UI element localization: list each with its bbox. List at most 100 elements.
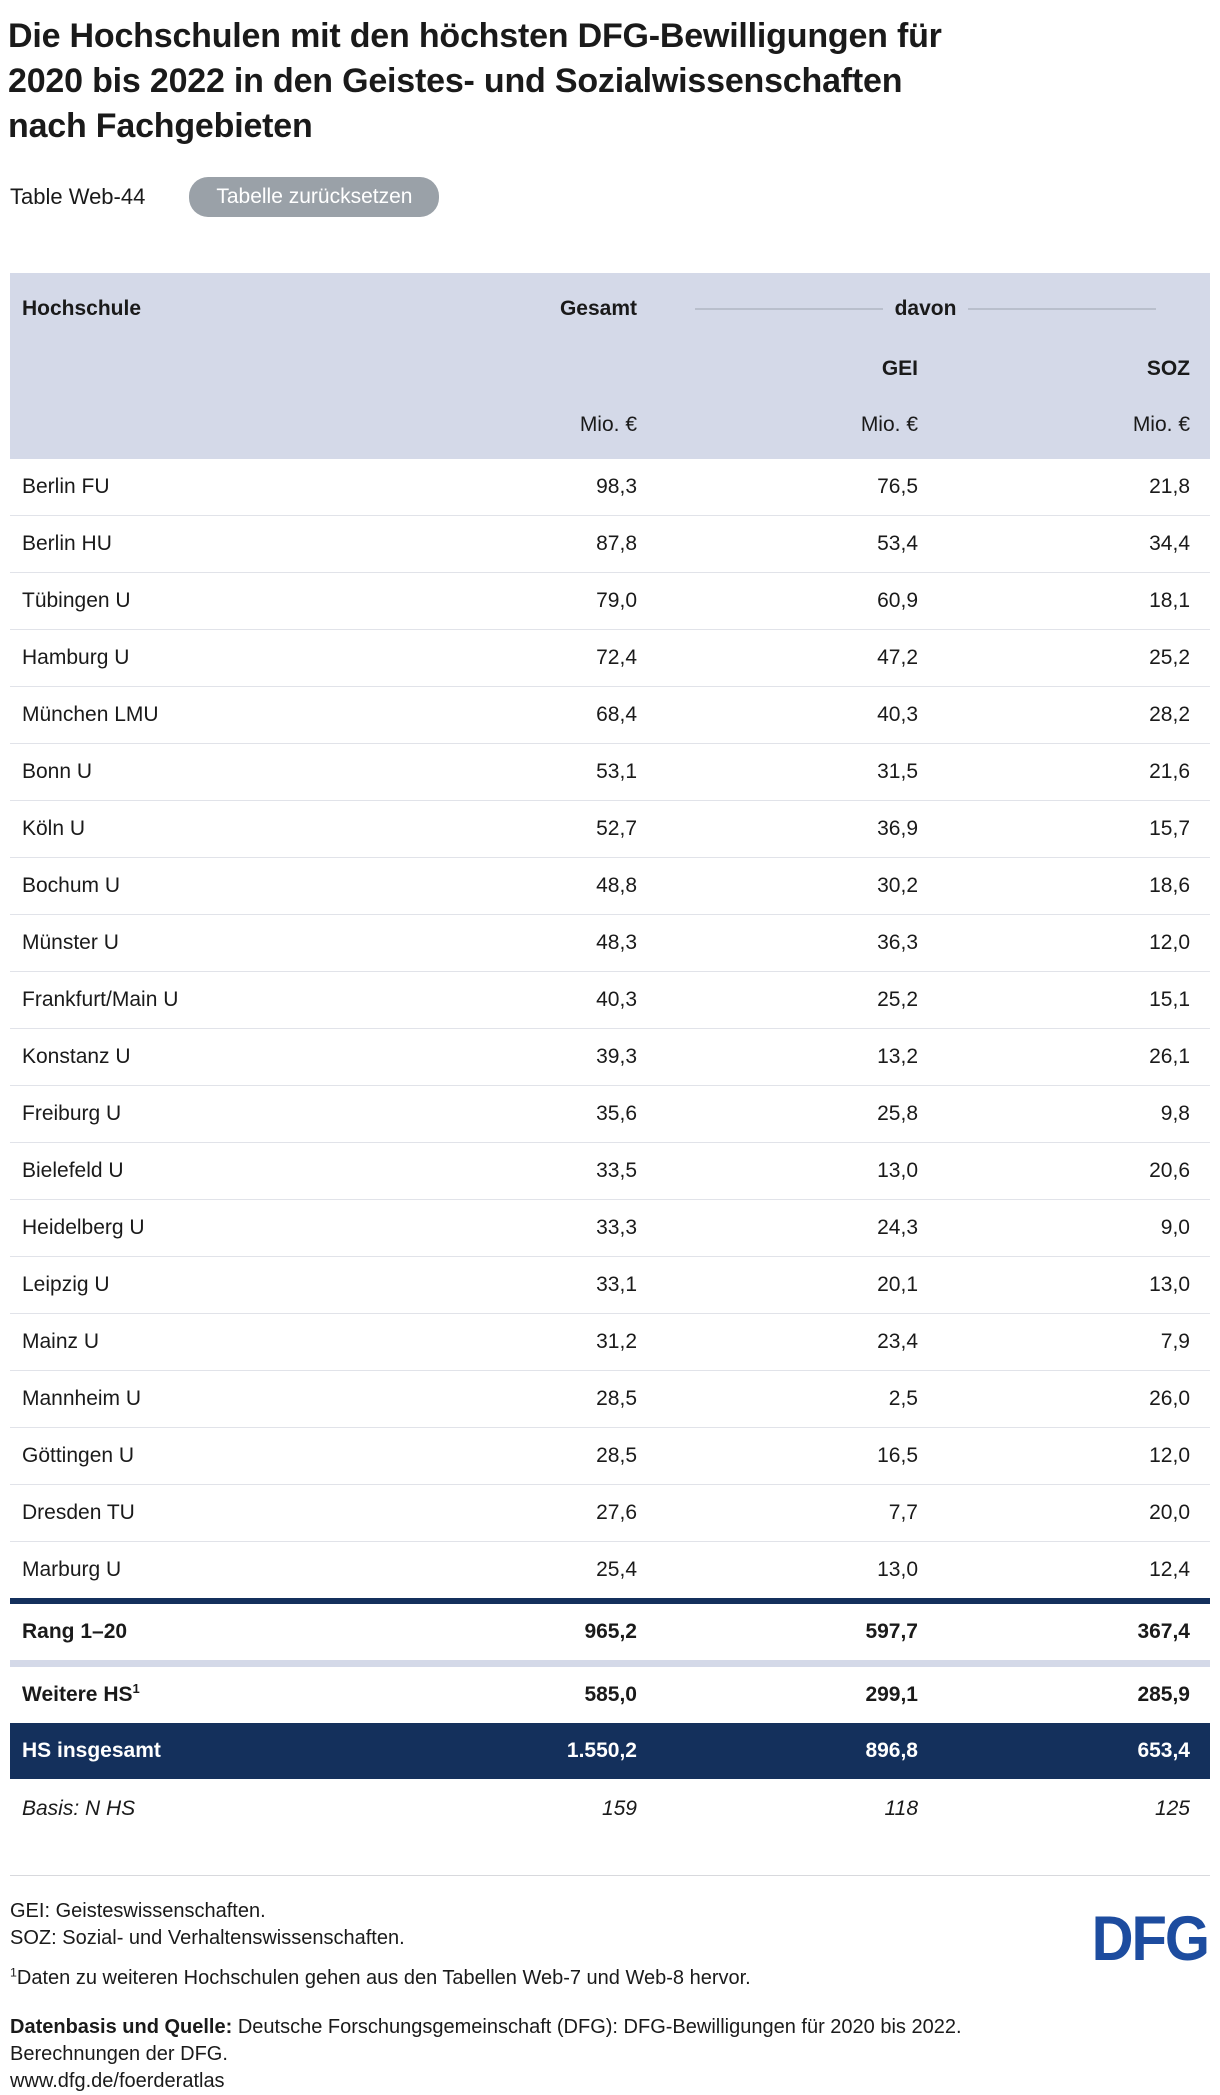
- note-soz: SOZ: Sozial- und Verhaltenswissenschafte…: [10, 1927, 405, 1949]
- footnote-1: 1Daten zu weiteren Hochschulen gehen aus…: [10, 1965, 751, 1989]
- col-header-gei: GEI: [881, 357, 918, 380]
- table-row: Mainz U 31,2 23,4 7,9: [10, 1313, 1210, 1370]
- table-toolbar: Table Web-44 Tabelle zurücksetzen: [10, 177, 1210, 217]
- cell-soz: 12,4: [1149, 1558, 1190, 1581]
- cell-soz: 20,0: [1149, 1501, 1190, 1524]
- cell-gesamt: 33,1: [596, 1273, 637, 1296]
- summary-weitere-gei: 299,1: [865, 1683, 918, 1706]
- cell-hochschule: Frankfurt/Main U: [22, 988, 179, 1011]
- cell-hochschule: Berlin HU: [22, 532, 112, 555]
- cell-gesamt: 53,1: [596, 760, 637, 783]
- cell-hochschule: Bochum U: [22, 874, 121, 897]
- cell-gei: 16,5: [877, 1444, 918, 1467]
- table-row: Münster U 48,3 36,3 12,0: [10, 914, 1210, 971]
- summary-row-weitere: Weitere HS1 585,0 299,1 285,9: [10, 1667, 1210, 1723]
- cell-hochschule: Leipzig U: [22, 1273, 110, 1296]
- summary-row-insgesamt: HS insgesamt 1.550,2 896,8 653,4: [10, 1723, 1210, 1779]
- note-gei: GEI: Geisteswissenschaften.: [10, 1900, 266, 1922]
- cell-gei: 30,2: [877, 874, 918, 897]
- cell-gesamt: 28,5: [596, 1444, 637, 1467]
- cell-gesamt: 79,0: [596, 589, 637, 612]
- table-row: Bielefeld U 33,5 13,0 20,6: [10, 1142, 1210, 1199]
- dfg-grants-table: Hochschule Gesamt davon GEI SOZ Mio. € M…: [10, 273, 1210, 1839]
- cell-gesamt: 48,3: [596, 931, 637, 954]
- source-calc-line: Berechnungen der DFG.: [10, 2043, 228, 2065]
- summary-basis-soz: 125: [1154, 1797, 1190, 1820]
- table-row: Dresden TU 27,6 7,7 20,0: [10, 1484, 1210, 1541]
- unit-label-gei: Mio. €: [860, 413, 918, 436]
- cell-soz: 21,8: [1149, 475, 1190, 498]
- cell-hochschule: Münster U: [22, 931, 119, 954]
- cell-gesamt: 39,3: [596, 1045, 637, 1068]
- cell-gesamt: 40,3: [596, 988, 637, 1011]
- cell-gei: 13,0: [877, 1558, 918, 1581]
- davon-label: davon: [894, 297, 957, 320]
- cell-soz: 15,1: [1149, 988, 1190, 1011]
- summary-insgesamt-soz: 653,4: [1137, 1739, 1190, 1762]
- cell-soz: 28,2: [1149, 703, 1190, 726]
- cell-hochschule: Freiburg U: [22, 1102, 122, 1125]
- cell-gesamt: 48,8: [596, 874, 637, 897]
- cell-hochschule: Bielefeld U: [22, 1159, 124, 1182]
- footer: GEI: Geisteswissenschaften. SOZ: Sozial-…: [10, 1875, 1210, 2095]
- col-header-gesamt: Gesamt: [559, 297, 637, 320]
- reset-table-button[interactable]: Tabelle zurücksetzen: [189, 177, 440, 217]
- cell-gei: 13,2: [877, 1045, 918, 1068]
- cell-hochschule: Mainz U: [22, 1330, 100, 1353]
- dfg-logo: DFG: [1091, 1903, 1210, 1974]
- cell-gei: 7,7: [888, 1501, 918, 1524]
- footer-divider: [10, 1875, 1210, 1876]
- cell-gesamt: 27,6: [596, 1501, 637, 1524]
- davon-line-left: [695, 308, 883, 310]
- summary-separator-band: [10, 1660, 1210, 1667]
- summary-label-basis: Basis: N HS: [22, 1797, 136, 1820]
- cell-gei: 76,5: [877, 475, 918, 498]
- title-line-2: 2020 bis 2022 in den Geistes- und Sozial…: [8, 62, 903, 100]
- cell-soz: 25,2: [1149, 646, 1190, 669]
- cell-soz: 9,8: [1160, 1102, 1190, 1125]
- cell-gei: 13,0: [877, 1159, 918, 1182]
- cell-hochschule: Tübingen U: [22, 589, 131, 612]
- cell-gei: 36,9: [877, 817, 918, 840]
- cell-soz: 21,6: [1149, 760, 1190, 783]
- cell-soz: 26,1: [1149, 1045, 1190, 1068]
- cell-gesamt: 35,6: [596, 1102, 637, 1125]
- cell-hochschule: Heidelberg U: [22, 1216, 145, 1239]
- cell-gesamt: 68,4: [596, 703, 637, 726]
- summary-row-rang: Rang 1–20 965,2 597,7 367,4: [10, 1598, 1210, 1660]
- cell-soz: 12,0: [1149, 931, 1190, 954]
- cell-gesamt: 25,4: [596, 1558, 637, 1581]
- cell-gei: 60,9: [877, 589, 918, 612]
- table-row: Bonn U 53,1 31,5 21,6: [10, 743, 1210, 800]
- cell-hochschule: Konstanz U: [22, 1045, 131, 1068]
- cell-hochschule: Bonn U: [22, 760, 93, 783]
- cell-hochschule: Dresden TU: [22, 1501, 135, 1524]
- summary-label-insgesamt: HS insgesamt: [22, 1739, 161, 1762]
- table-body: Berlin FU 98,3 76,5 21,8 Berlin HU 87,8 …: [10, 459, 1210, 1598]
- summary-section: Rang 1–20 965,2 597,7 367,4 Weitere HS1 …: [10, 1598, 1210, 1839]
- cell-gesamt: 33,3: [596, 1216, 637, 1239]
- cell-hochschule: Marburg U: [22, 1558, 122, 1581]
- cell-soz: 34,4: [1149, 532, 1190, 555]
- cell-gei: 47,2: [877, 646, 918, 669]
- cell-gei: 31,5: [877, 760, 918, 783]
- cell-gei: 24,3: [877, 1216, 918, 1239]
- summary-insgesamt-gesamt: 1.550,2: [566, 1739, 637, 1762]
- cell-hochschule: Mannheim U: [22, 1387, 142, 1410]
- cell-soz: 15,7: [1149, 817, 1190, 840]
- summary-label-weitere: Weitere HS1: [22, 1681, 140, 1706]
- cell-gei: 36,3: [877, 931, 918, 954]
- cell-soz: 13,0: [1149, 1273, 1190, 1296]
- summary-rang-gesamt: 965,2: [584, 1620, 637, 1643]
- summary-basis-gei: 118: [884, 1797, 918, 1820]
- cell-soz: 18,6: [1149, 874, 1190, 897]
- cell-hochschule: Köln U: [22, 817, 86, 840]
- summary-insgesamt-gei: 896,8: [865, 1739, 918, 1762]
- summary-basis-gesamt: 159: [601, 1797, 637, 1820]
- cell-hochschule: Göttingen U: [22, 1444, 135, 1467]
- cell-gei: 25,8: [877, 1102, 918, 1125]
- footnote-marker: 1: [132, 1681, 140, 1696]
- cell-gesamt: 98,3: [596, 475, 637, 498]
- summary-weitere-gesamt: 585,0: [584, 1683, 637, 1706]
- cell-soz: 18,1: [1149, 589, 1190, 612]
